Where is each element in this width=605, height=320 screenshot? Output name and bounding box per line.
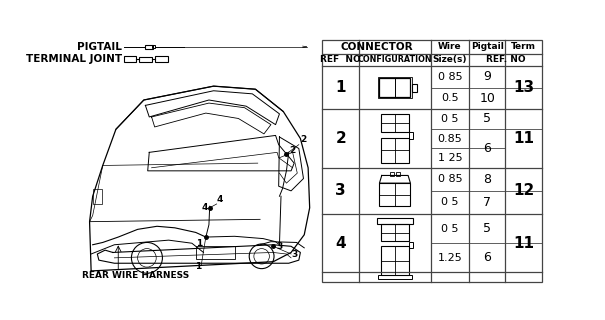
- Bar: [381, 114, 409, 132]
- Text: 1: 1: [335, 80, 346, 95]
- Bar: [409, 132, 413, 139]
- Text: 1: 1: [197, 239, 203, 248]
- Text: Wire: Wire: [438, 42, 462, 52]
- Text: 6: 6: [483, 142, 491, 155]
- Text: 0 5: 0 5: [441, 224, 459, 234]
- Text: 8: 8: [483, 173, 491, 186]
- Bar: [379, 78, 410, 97]
- Text: 9: 9: [483, 70, 491, 84]
- Text: 6: 6: [483, 251, 491, 264]
- Bar: [379, 183, 410, 206]
- Bar: [322, 40, 542, 283]
- Text: 11: 11: [513, 236, 534, 251]
- Bar: [378, 77, 412, 99]
- Text: 0.85: 0.85: [437, 133, 462, 143]
- Text: 11: 11: [513, 131, 534, 146]
- Text: REAR WIRE HARNESS: REAR WIRE HARNESS: [82, 271, 189, 280]
- Text: 0 5: 0 5: [441, 197, 459, 207]
- Bar: [93, 188, 102, 204]
- Bar: [390, 172, 394, 176]
- Bar: [412, 84, 417, 92]
- Text: Term: Term: [511, 42, 536, 52]
- Text: REF. NO: REF. NO: [486, 55, 526, 64]
- Text: 3: 3: [335, 183, 346, 198]
- Bar: [381, 246, 409, 275]
- Text: 0 85: 0 85: [437, 174, 462, 184]
- Text: CONNECTOR: CONNECTOR: [340, 42, 413, 52]
- Text: 1.25: 1.25: [437, 253, 462, 263]
- Text: 10: 10: [479, 92, 495, 105]
- Text: 1 25: 1 25: [437, 153, 462, 163]
- Text: 4: 4: [201, 203, 208, 212]
- Text: 2: 2: [290, 146, 296, 155]
- Text: CONFIGURATION: CONFIGURATION: [358, 55, 432, 64]
- Text: 5: 5: [483, 113, 491, 125]
- Text: 3: 3: [276, 242, 283, 251]
- Text: REF  NO: REF NO: [320, 55, 361, 64]
- Text: 13: 13: [513, 80, 534, 95]
- Text: PIGTAIL: PIGTAIL: [77, 42, 122, 52]
- Text: 3: 3: [292, 250, 298, 259]
- Text: 4: 4: [335, 236, 346, 251]
- Bar: [152, 45, 155, 48]
- Bar: [377, 218, 413, 224]
- Bar: [196, 246, 235, 259]
- Bar: [409, 242, 413, 248]
- Bar: [381, 224, 409, 241]
- Bar: [155, 56, 168, 62]
- Text: 12: 12: [513, 183, 534, 198]
- Bar: [139, 57, 152, 61]
- Text: 0.5: 0.5: [441, 93, 459, 103]
- Text: Pigtail: Pigtail: [471, 42, 503, 52]
- Text: TERMINAL JOINT: TERMINAL JOINT: [26, 54, 122, 64]
- Text: 0 85: 0 85: [437, 72, 462, 82]
- Bar: [381, 138, 409, 163]
- Text: 0 5: 0 5: [441, 114, 459, 124]
- Text: 4: 4: [217, 195, 223, 204]
- Text: Size(s): Size(s): [433, 55, 467, 64]
- Bar: [145, 44, 153, 49]
- Text: 2: 2: [300, 135, 307, 144]
- Text: 1: 1: [195, 262, 201, 271]
- Bar: [123, 56, 136, 62]
- Text: 2: 2: [335, 131, 346, 146]
- Text: 5: 5: [483, 222, 491, 235]
- Text: 7: 7: [483, 196, 491, 209]
- Bar: [378, 275, 412, 279]
- Bar: [396, 172, 399, 176]
